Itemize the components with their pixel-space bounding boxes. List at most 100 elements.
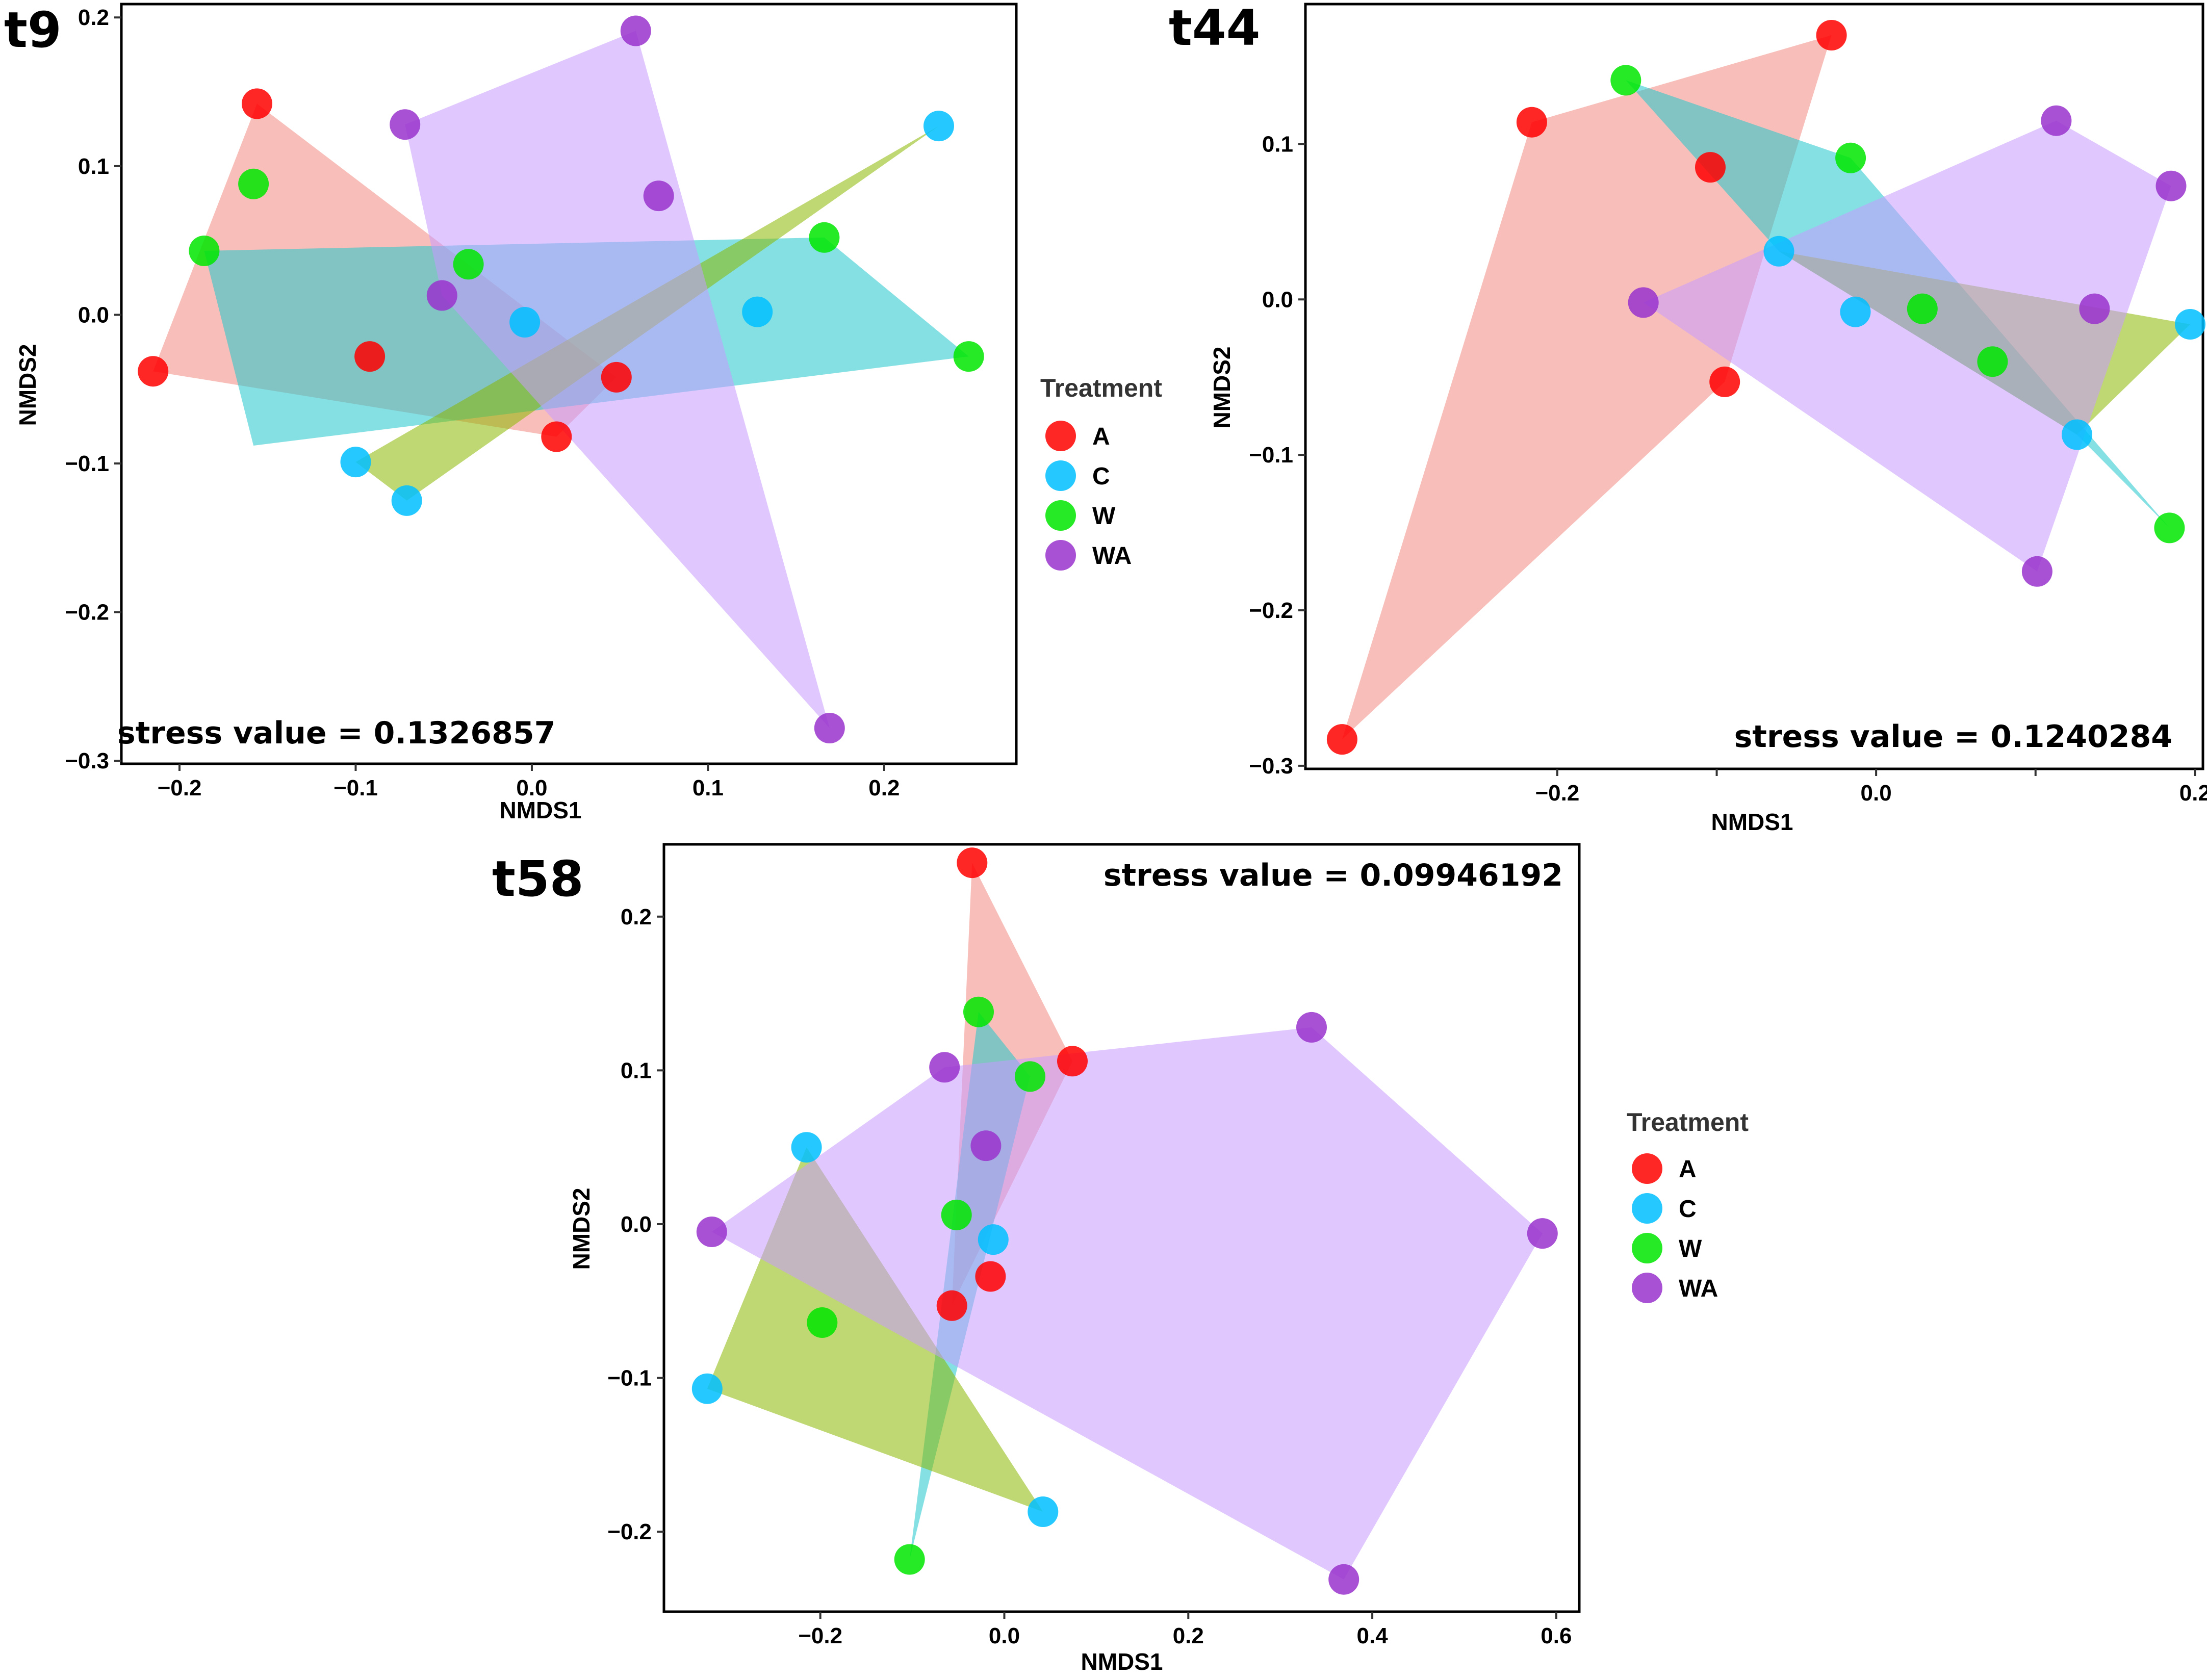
point-C	[1028, 1496, 1059, 1527]
y-tick-label: 0.1	[78, 154, 109, 179]
point-C	[978, 1224, 1009, 1255]
x-tick-label: 0.2	[868, 776, 900, 800]
point-W	[1610, 65, 1641, 96]
points-t44	[1326, 20, 2205, 755]
y-tick-label: 0.0	[78, 302, 109, 327]
point-C	[791, 1132, 822, 1163]
point-C	[509, 307, 541, 338]
panel-label-t44: t44	[1169, 0, 1260, 57]
x-tick-label: 0.6	[1541, 1623, 1572, 1648]
y-tick-label: −0.3	[65, 748, 109, 773]
y-ticks-t58: −0.2 −0.1 0.0 0.1 0.2	[607, 904, 664, 1544]
point-W	[189, 236, 220, 266]
legend-label-WA: WA	[1092, 542, 1132, 570]
y-tick-label: 0.2	[621, 904, 652, 929]
point-A	[541, 421, 572, 452]
x-tick-label: 0.4	[1357, 1623, 1389, 1648]
x-axis-title-t9: NMDS1	[499, 797, 581, 823]
point-WA	[2021, 556, 2052, 587]
y-ticks-t44: −0.3 −0.2 −0.1 0.0 0.1	[1249, 132, 1305, 779]
point-C	[2175, 309, 2205, 340]
x-tick-label: 0.2	[1173, 1623, 1204, 1648]
legend-key-W	[1632, 1233, 1662, 1263]
panel-label-t9: t9	[4, 2, 62, 59]
point-WA	[1527, 1218, 1558, 1249]
point-W	[238, 168, 269, 199]
point-A	[354, 341, 386, 372]
y-axis-title-t44: NMDS2	[1209, 346, 1235, 428]
point-W	[953, 341, 984, 372]
points-t9	[138, 15, 984, 743]
x-ticks-t9: −0.2 −0.1 0.0 0.1 0.2	[158, 764, 900, 800]
point-C	[1840, 296, 1871, 327]
x-tick-label: 0.0	[516, 776, 547, 800]
y-tick-label: −0.2	[65, 600, 109, 625]
plot-area-t44	[1304, 3, 2205, 770]
x-tick-label: −0.2	[158, 776, 202, 800]
point-WA	[696, 1217, 727, 1247]
point-C	[923, 111, 954, 142]
point-C	[391, 485, 422, 516]
stress-value-t44: stress value = 0.1240284	[1734, 719, 2172, 755]
legend-title-t58: Treatment	[1627, 1108, 1749, 1136]
y-ticks-t9: −0.3 −0.2 −0.1 0.0 0.1 0.2	[65, 5, 121, 773]
y-tick-label: −0.2	[607, 1519, 652, 1544]
hull-WA	[711, 1027, 1543, 1580]
point-C	[340, 447, 371, 478]
point-W	[1835, 142, 1866, 173]
point-W	[1015, 1061, 1045, 1092]
point-W	[894, 1544, 925, 1575]
x-tick-label: 0.0	[989, 1623, 1020, 1648]
legend-key-A	[1045, 421, 1076, 451]
point-A	[1516, 107, 1547, 138]
legend-label-C: C	[1679, 1196, 1697, 1223]
point-W	[941, 1199, 972, 1230]
point-WA	[1296, 1012, 1327, 1043]
point-C	[2062, 419, 2092, 450]
panel-t58: t58 −0.2 0.0 0.2 0.4 0.6 −0.2 −0.1 0.0 0.1 0.2 s…	[492, 843, 1749, 1675]
hull-WA	[1643, 120, 2171, 572]
hulls-t44	[1342, 35, 2190, 740]
y-tick-label: 0.1	[621, 1058, 652, 1083]
legend-key-WA	[1632, 1273, 1662, 1303]
y-axis-title-t9: NMDS2	[14, 344, 41, 426]
point-WA	[929, 1052, 960, 1083]
x-tick-label: 0.1	[692, 776, 724, 800]
y-tick-label: 0.0	[1262, 287, 1293, 312]
point-C	[742, 296, 773, 327]
point-WA	[2041, 105, 2072, 136]
stress-value-t58: stress value = 0.09946192	[1104, 858, 1563, 893]
x-tick-label: −0.2	[798, 1623, 842, 1648]
point-WA	[2079, 293, 2110, 324]
plot-area-t9	[120, 3, 1018, 765]
point-W	[2154, 512, 2185, 544]
point-W	[963, 996, 994, 1027]
point-A	[1695, 152, 1726, 183]
stress-value-t9: stress value = 0.1326857	[117, 715, 555, 751]
legend-key-A	[1632, 1153, 1662, 1184]
legend-key-W	[1045, 500, 1076, 531]
point-A	[1326, 724, 1357, 755]
y-tick-label: 0.0	[621, 1212, 652, 1237]
x-tick-label: −0.1	[333, 776, 378, 800]
x-ticks-t44: −0.2 0.0 0.2	[1535, 769, 2207, 806]
legend-key-C	[1632, 1193, 1662, 1224]
legend-t9: Treatment ACW WA	[1040, 374, 1162, 571]
point-W	[453, 249, 484, 280]
legend-t58: Treatment ACW WA	[1627, 1108, 1749, 1303]
y-tick-label: −0.1	[1249, 443, 1293, 468]
point-A	[601, 361, 632, 393]
y-axis-title-t58: NMDS2	[568, 1187, 595, 1270]
x-tick-label: 0.0	[1861, 781, 1892, 806]
point-A	[1816, 20, 1847, 50]
point-C	[691, 1373, 723, 1404]
points-t58	[691, 847, 1558, 1595]
point-WA	[426, 280, 457, 311]
point-WA	[970, 1130, 1002, 1161]
legend-entries-t9: ACW WA	[1045, 421, 1132, 571]
point-WA	[390, 109, 421, 140]
y-tick-label: 0.1	[1262, 132, 1293, 157]
point-A	[957, 847, 988, 878]
point-W	[1907, 293, 1938, 324]
